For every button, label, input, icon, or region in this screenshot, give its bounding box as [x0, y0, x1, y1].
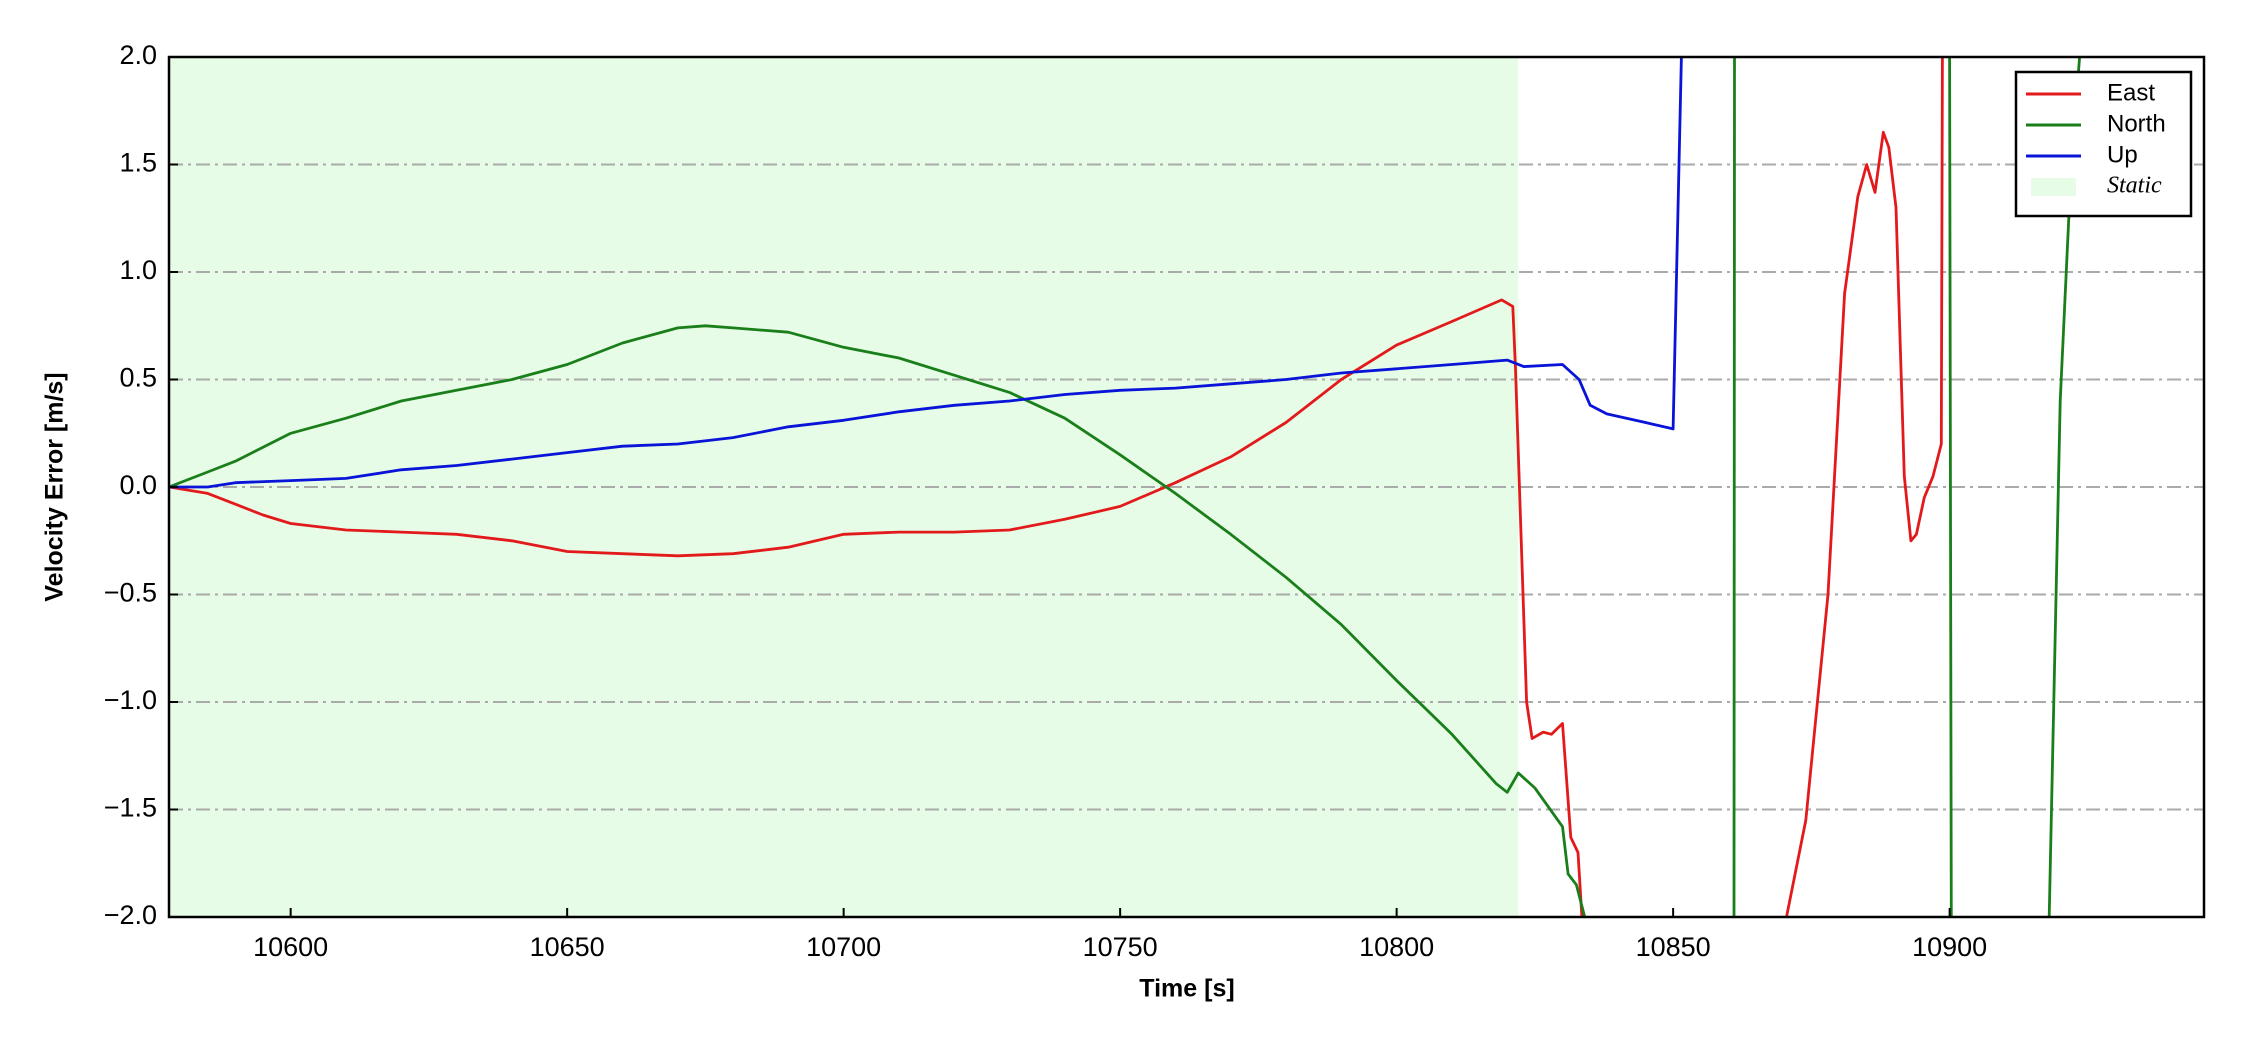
- x-tick-label: 10650: [530, 932, 605, 962]
- series-line: [169, 57, 1683, 489]
- axes: −2.0 −1.5 −1.0 −0.5 0.0 0.5 1.0 1.5 2.0 10600 1065…: [104, 40, 1987, 962]
- y-tick-label: 0.5: [119, 363, 157, 393]
- y-tick-label: −1.5: [104, 793, 157, 823]
- series-line: [169, 57, 1944, 917]
- y-tick-label: −0.5: [104, 578, 157, 608]
- y-tick-label: 2.0: [119, 40, 157, 70]
- y-axis-label: Velocity Error [m/s]: [41, 372, 69, 601]
- y-tick-label: 0.0: [119, 470, 157, 500]
- x-axis-label: Time [s]: [1139, 975, 1234, 1003]
- legend-label: East: [2107, 79, 2155, 106]
- y-tick-label: −2.0: [104, 900, 157, 930]
- x-tick-label: 10600: [253, 932, 328, 962]
- x-tick-label: 10850: [1636, 932, 1711, 962]
- x-tick-label: 10800: [1359, 932, 1434, 962]
- legend-swatch: [2031, 178, 2076, 196]
- series-line: [169, 57, 2081, 917]
- y-tick-label: 1.0: [119, 255, 157, 285]
- y-tick-label: −1.0: [104, 685, 157, 715]
- legend-label: North: [2107, 110, 2166, 137]
- x-tick-label: 10900: [1912, 932, 1987, 962]
- legend-label: Up: [2107, 141, 2138, 168]
- legend: East North Up Static: [2014, 70, 2193, 218]
- x-tick-label: 10750: [1083, 932, 1158, 962]
- legend-label: Static: [2107, 173, 2162, 199]
- y-tick-label: 1.5: [119, 148, 157, 178]
- lines: [169, 57, 2081, 917]
- x-tick-label: 10700: [806, 932, 881, 962]
